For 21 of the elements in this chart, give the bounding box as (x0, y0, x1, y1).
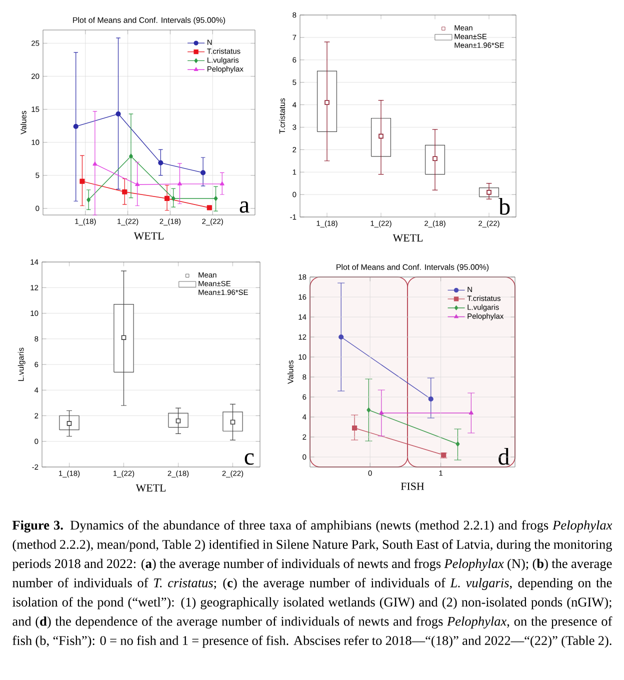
point (352, 425, 358, 431)
point (324, 100, 330, 105)
bar (370, 118, 392, 157)
point (338, 334, 344, 340)
annotation: d (498, 448, 510, 465)
point (121, 335, 126, 340)
point (432, 156, 438, 162)
bar (424, 144, 446, 175)
x-axis-title: WETL (392, 234, 423, 242)
point (378, 134, 384, 139)
x-axis-title: WETL (134, 232, 164, 240)
point (456, 441, 460, 447)
annotation: a (240, 201, 250, 213)
annotation: c (244, 453, 254, 465)
x-axis-title: FISH (400, 482, 424, 490)
bar (316, 70, 338, 132)
point (428, 396, 434, 402)
x-axis-title: WETL (136, 484, 166, 492)
text: Figure 3. Dynamics of the abundance of three taxa of amphibians (newts (method 2.2.1) and frogs Pelophylax (method 2.2.2), mean/pond, Table 2) identified in Silene Nature Park, South East of Latvia, during the monitoring periods 2018 and 2022: (a) the average number of individuals of newts and frogs Pelophylax (N); (b) the average number of individuals of T. cristatus; (c) the average number of individuals of L. vulgaris, depending on the isolation of the pond (“wetl”): (1) geographically isolated wetlands (GIW) and (2) non-isolated ponds (nGIW); and (d) the dependence of the average number of individuals of newts and frogs Pelophylax, on the presence of fish (b, “Fish”): 0 = no fish and 1 = presence of fish. Abscises refer to 2018—“(18)” and 2022—“(22)” (Table 2). (12, 520, 612, 648)
annotation: b (498, 198, 510, 215)
point (366, 407, 371, 413)
